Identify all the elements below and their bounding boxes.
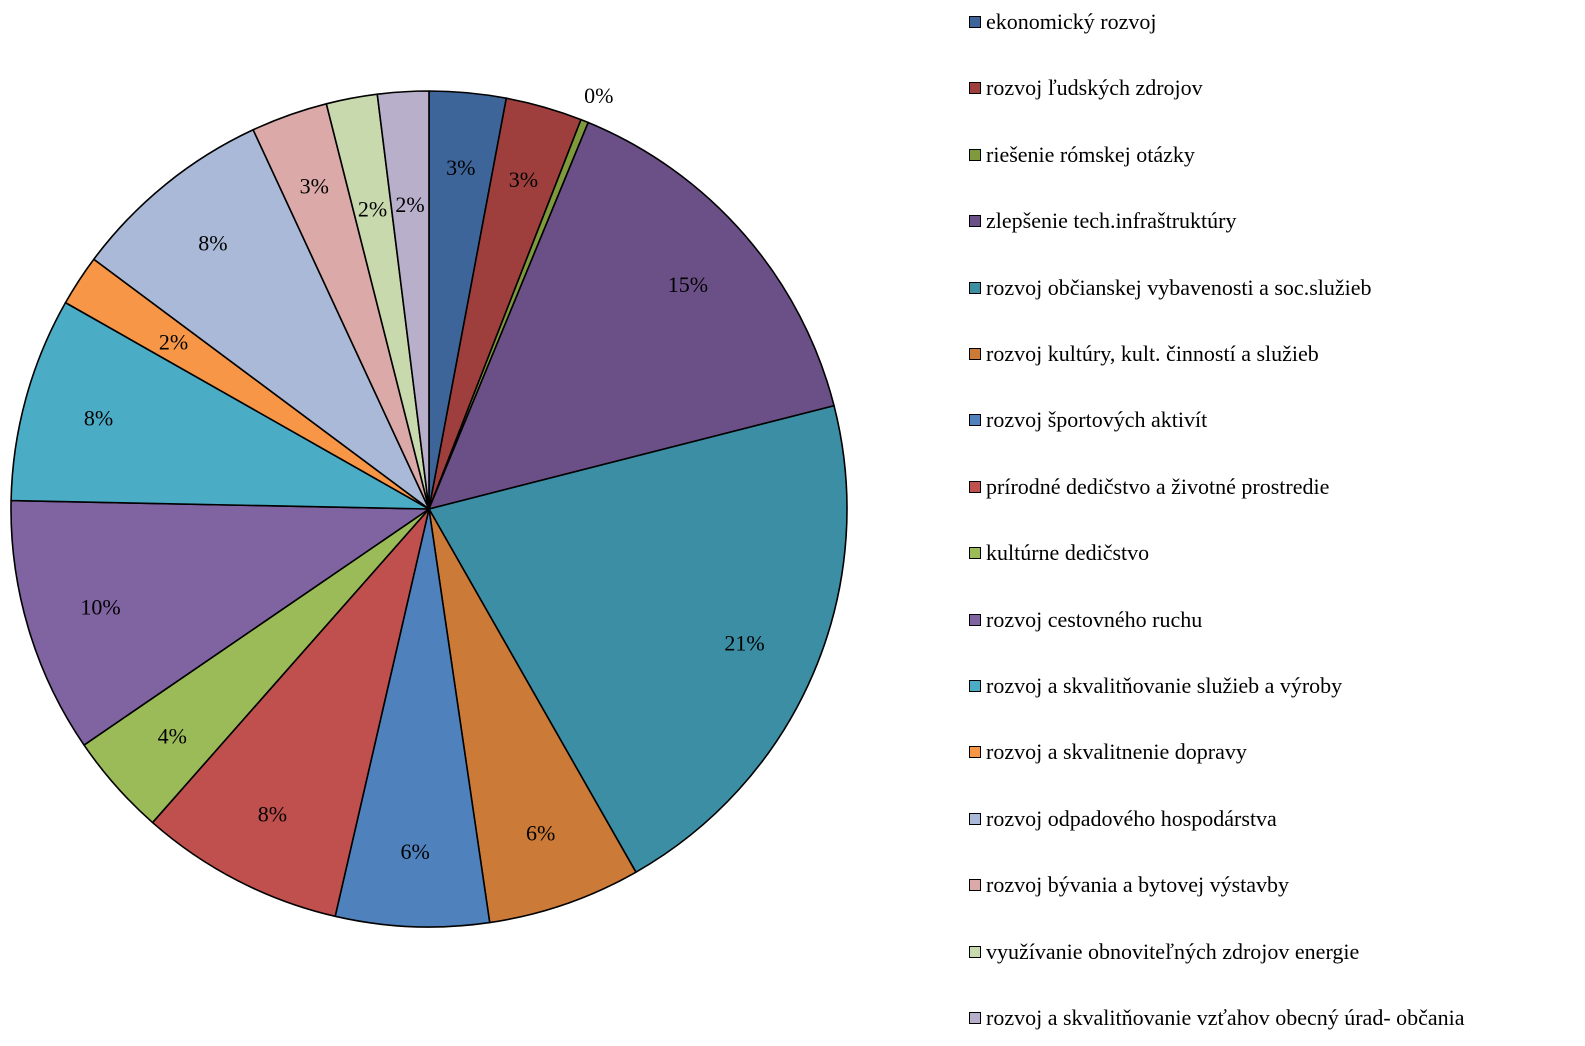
pie-slice [10,499,430,746]
pie-data-labels: 3% 3% 0% 15% 21% 6% 6% 8% 4% 10% 8% 2% 8% 3% 2% 2% [80,83,764,864]
legend-swatch [969,945,981,958]
legend-label: riešenie rómskej otázky [986,141,1195,167]
legend-label: rozvoj a skvalitňovanie služieb a výroby [986,673,1343,698]
legend-label: rozvoj bývania a bytovej výstavby [986,872,1290,898]
legend-swatch [969,281,981,294]
pie-slices [10,90,848,928]
legend-swatch [969,215,981,228]
legend-item: rozvoj ľudských zdrojov [969,76,1203,100]
legend-label: rozvoj cestovného ruchu [986,606,1203,632]
pie-slice [334,508,491,928]
legend-label: rozvoj športových aktivít [986,407,1208,433]
legend-label: využívanie obnoviteľných zdrojov energie [986,938,1360,964]
legend-swatch [969,82,981,95]
legend-swatch [969,16,981,28]
pie-data-label: 8% [198,231,227,256]
legend-swatch [969,547,981,560]
legend-item: prírodné dedičstvo a životné prostredie [969,473,1330,499]
legend-swatch [969,746,981,759]
legend-item: riešenie rómskej otázky [969,141,1195,167]
pie-slice [93,128,430,510]
pie-data-label: 2% [358,197,387,222]
pie-data-label: 6% [401,839,430,864]
legend-label: rozvoj ľudských zdrojov [986,75,1203,101]
legend-item: rozvoj bývania a bytovej výstavby [969,873,1289,897]
pie-slice [428,508,637,924]
legend-item: rozvoj kultúry, kult. činností a služieb [969,342,1319,366]
legend-item: rozvoj športových aktivít [969,408,1207,432]
legend-item: ekonomický rozvoj [969,10,1156,34]
pie-data-label: 2% [395,192,424,217]
pie-data-label: 2% [159,330,188,355]
legend-label: kultúrne dedičstvo [986,540,1150,566]
legend-label: prírodné dedičstvo a životné prostredie [986,473,1330,499]
legend-swatch [969,148,981,161]
legend-swatch [969,348,981,360]
legend-item: rozvoj odpadového hospodárstva [969,805,1277,831]
legend-item: rozvoj a skvalitnenie dopravy [969,740,1247,764]
pie-data-label: 8% [258,801,287,826]
legend-swatch [969,414,981,427]
pie-data-label: 15% [668,272,708,297]
legend-item: zlepšenie tech.infraštruktúry [969,209,1236,233]
pie-data-label: 0% [584,83,613,108]
legend-swatch [969,879,981,892]
legend-label: rozvoj odpadového hospodárstva [986,805,1277,831]
pie-data-label: 21% [724,631,764,656]
legend-label: rozvoj a skvalitnenie dopravy [986,739,1247,765]
legend-label: rozvoj a skvalitňovanie vzťahov obecný ú… [986,1005,1465,1030]
pie-data-label: 3% [446,155,475,180]
pie-slice [376,90,430,510]
pie-slice [428,121,835,510]
legend-item: kultúrne dedičstvo [969,541,1149,565]
legend-label: ekonomický rozvoj [986,9,1157,34]
legend-label: rozvoj občianskej vybavenosti a soc.služ… [986,274,1372,300]
legend-item: využívanie obnoviteľných zdrojov energie [969,938,1360,964]
pie-slice [151,508,430,918]
legend-swatch [969,812,981,825]
pie-data-label: 4% [158,724,187,749]
pie-data-label: 8% [84,406,113,431]
pie-data-label: 10% [80,595,120,620]
pie-data-label: 3% [300,174,329,199]
legend-swatch [969,1012,981,1024]
legend-item: rozvoj cestovného ruchu [969,606,1203,632]
pie-data-label: 6% [526,821,555,846]
legend-item: rozvoj občianskej vybavenosti a soc.služ… [969,274,1372,300]
legend-label: rozvoj kultúry, kult. činností a služieb [986,341,1319,366]
legend-swatch [969,680,981,692]
legend-label: zlepšenie tech.infraštruktúry [986,208,1237,234]
legend-swatch [969,613,981,626]
pie-slice [428,404,848,873]
chart-legend: ekonomický rozvoj rozvoj ľudských zdrojov… [969,0,1585,1046]
legend-item: rozvoj a skvalitňovanie služieb a výroby [969,674,1342,698]
legend-item: rozvoj a skvalitňovanie vzťahov obecný ú… [969,1006,1465,1030]
legend-swatch [969,480,981,493]
pie-data-label: 3% [509,167,538,192]
pie-slice [10,301,430,510]
